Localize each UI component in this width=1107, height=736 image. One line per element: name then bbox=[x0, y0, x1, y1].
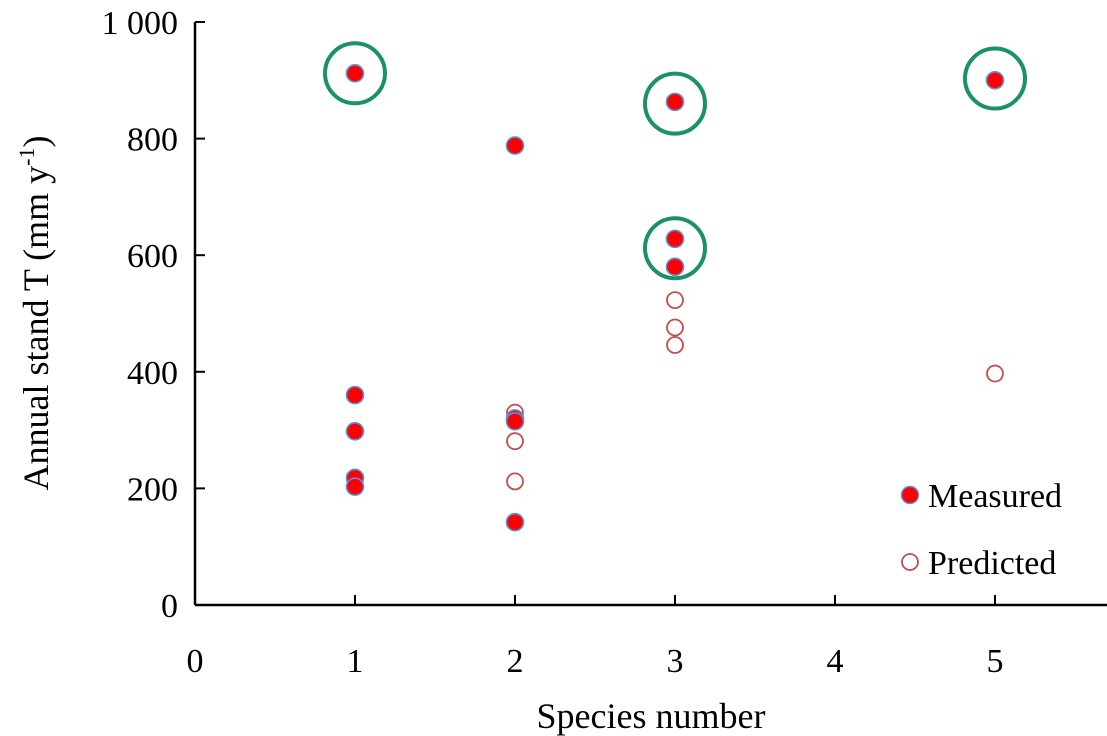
data-points bbox=[345, 64, 1005, 532]
x-ticks: 0 1 2 3 4 5 bbox=[187, 595, 1004, 680]
y-tick-label: 0 bbox=[161, 588, 178, 625]
legend: Measured Predicted bbox=[900, 478, 1062, 582]
predicted-point bbox=[666, 291, 684, 309]
x-tick-label: 5 bbox=[987, 643, 1004, 680]
legend-marker-predicted bbox=[901, 553, 919, 571]
axes bbox=[193, 22, 1107, 607]
x-axis-title: Species number bbox=[537, 696, 766, 736]
predicted-point bbox=[666, 336, 684, 354]
measured-point bbox=[345, 421, 365, 441]
measured-point bbox=[665, 257, 685, 277]
measured-point bbox=[505, 412, 525, 431]
y-ticks: 0 200 400 600 800 1 000 bbox=[102, 5, 205, 625]
x-tick-label: 0 bbox=[187, 643, 204, 680]
y-tick-label: 800 bbox=[127, 122, 178, 159]
measured-point bbox=[985, 71, 1005, 90]
legend-label-predicted: Predicted bbox=[928, 545, 1056, 582]
legend-item-measured: Measured bbox=[900, 478, 1062, 515]
highlight-ring bbox=[643, 71, 707, 136]
y-axis-title-main: Annual stand T (mm y bbox=[16, 166, 56, 491]
x-tick-label: 4 bbox=[827, 643, 844, 680]
highlight-rings bbox=[323, 41, 1027, 281]
predicted-point bbox=[506, 472, 524, 491]
predicted-point bbox=[986, 364, 1004, 383]
x-tick-label: 3 bbox=[667, 643, 684, 680]
y-axis-title-superscript: -1 bbox=[14, 148, 39, 166]
highlight-ring bbox=[643, 216, 707, 281]
measured-point bbox=[345, 477, 365, 496]
measured-point bbox=[345, 64, 365, 83]
highlight-ring bbox=[323, 41, 387, 106]
measured-point bbox=[665, 92, 685, 112]
predicted-point bbox=[506, 432, 524, 451]
measured-point bbox=[505, 136, 525, 155]
y-tick-label: 1 000 bbox=[102, 5, 179, 42]
y-tick-label: 600 bbox=[127, 238, 178, 275]
highlight-ring bbox=[963, 46, 1027, 111]
y-tick-label: 400 bbox=[127, 355, 178, 392]
legend-item-predicted: Predicted bbox=[901, 545, 1056, 582]
x-tick-label: 1 bbox=[347, 643, 364, 680]
measured-point bbox=[345, 385, 365, 405]
legend-label-measured: Measured bbox=[928, 478, 1062, 515]
measured-point bbox=[505, 512, 525, 532]
predicted-point bbox=[666, 318, 684, 337]
y-axis-title-end: ) bbox=[16, 136, 56, 148]
measured-point bbox=[665, 229, 685, 249]
legend-marker-measured bbox=[900, 485, 920, 505]
x-tick-label: 2 bbox=[507, 643, 524, 680]
y-axis-title: Annual stand T (mm y-1) bbox=[14, 136, 56, 491]
y-tick-label: 200 bbox=[127, 471, 178, 508]
